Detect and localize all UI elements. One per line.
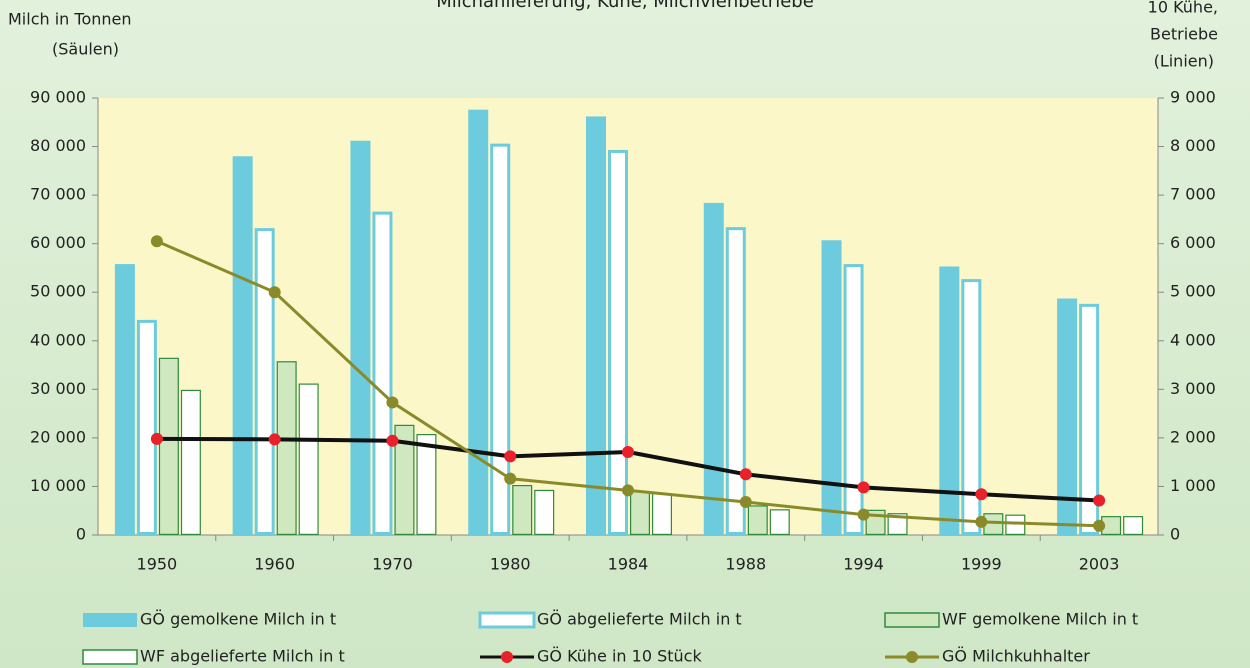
x-tick-label: 1980: [490, 555, 531, 574]
marker: [504, 450, 517, 463]
y2-tick-label: 3 000: [1170, 379, 1216, 398]
marker: [268, 433, 281, 446]
bar: [608, 149, 628, 535]
marker: [975, 488, 988, 501]
y-tick-label: 50 000: [30, 282, 86, 301]
marker: [622, 445, 634, 458]
bar: [939, 266, 960, 535]
legend-label: GÖ Kühe in 10 Stück: [537, 647, 702, 666]
y-axis-label: (Säulen): [52, 40, 119, 59]
bar: [887, 513, 908, 535]
y2-tick-label: 7 000: [1170, 185, 1216, 204]
bar: [1123, 516, 1144, 535]
legend-swatch: [478, 611, 536, 629]
bar: [1005, 514, 1026, 535]
marker: [386, 396, 399, 409]
y2-axis-label: Betriebe: [1150, 25, 1218, 44]
marker: [386, 434, 399, 447]
marker: [1093, 519, 1106, 532]
x-tick-label: 1970: [372, 555, 413, 574]
y2-tick-label: 4 000: [1170, 330, 1216, 349]
bar: [586, 116, 606, 535]
legend-swatch: [82, 649, 138, 665]
x-tick-label: 1950: [137, 555, 178, 574]
bar: [394, 424, 415, 535]
bar: [1057, 298, 1078, 535]
bar: [769, 509, 790, 536]
bar: [629, 491, 650, 535]
y2-axis-label: (Linien): [1154, 52, 1214, 71]
y-tick-label: 0: [76, 525, 86, 544]
marker: [504, 472, 517, 485]
x-tick-label: 1960: [254, 555, 295, 574]
legend-label: GÖ Milchkuhhalter: [942, 647, 1090, 666]
legend-swatch: [906, 651, 918, 663]
legend-label: WF gemolkene Milch in t: [942, 610, 1138, 629]
y2-tick-label: 6 000: [1170, 233, 1216, 252]
legend-swatch: [83, 613, 137, 627]
marker: [739, 468, 752, 481]
bar: [490, 143, 511, 536]
y-tick-label: 40 000: [30, 330, 86, 349]
y2-tick-label: 2 000: [1170, 427, 1216, 446]
bar: [651, 493, 672, 536]
bar: [821, 240, 842, 536]
marker: [268, 286, 281, 299]
marker: [150, 235, 163, 248]
bar: [843, 264, 864, 535]
y-tick-label: 10 000: [30, 476, 86, 495]
bar: [276, 361, 297, 536]
bar: [534, 489, 555, 535]
y-axis-label: Milch in Tonnen: [8, 10, 132, 29]
bar: [180, 389, 201, 535]
y2-tick-label: 9 000: [1170, 88, 1216, 107]
x-tick-label: 2003: [1079, 555, 1120, 574]
legend-label: GÖ abgelieferte Milch in t: [537, 610, 742, 629]
bar: [350, 140, 371, 535]
marker: [739, 495, 752, 508]
y-tick-label: 70 000: [30, 185, 86, 204]
x-tick-label: 1988: [725, 555, 766, 574]
bar: [747, 505, 768, 535]
bar: [136, 319, 157, 535]
y2-axis-label: 10 Kühe,: [1148, 0, 1218, 17]
bar: [468, 109, 489, 536]
x-tick-label: 1984: [608, 555, 649, 574]
bar: [416, 434, 437, 535]
marker: [622, 484, 634, 497]
legend-swatch: [501, 651, 513, 663]
y-tick-label: 30 000: [30, 379, 86, 398]
marker: [150, 432, 163, 445]
bar: [114, 264, 135, 535]
y-tick-label: 20 000: [30, 427, 86, 446]
bar: [1079, 303, 1100, 535]
legend-label: WF abgelieferte Milch in t: [140, 647, 345, 666]
y2-tick-label: 5 000: [1170, 282, 1216, 301]
x-tick-label: 1994: [843, 555, 884, 574]
chart-title: Milchanlieferung, Kühe, Milchviehbetrieb…: [436, 0, 814, 12]
bar: [254, 228, 275, 536]
legend-label: GÖ gemolkene Milch in t: [140, 610, 336, 629]
bar: [725, 227, 746, 535]
y-tick-label: 80 000: [30, 136, 86, 155]
bar: [512, 484, 533, 535]
y2-tick-label: 8 000: [1170, 136, 1216, 155]
y2-tick-label: 0: [1170, 525, 1180, 544]
bar: [158, 357, 179, 535]
y2-tick-label: 1 000: [1170, 476, 1216, 495]
legend-swatch: [884, 612, 940, 628]
bar: [372, 211, 393, 535]
marker: [857, 481, 870, 494]
y-tick-label: 90 000: [30, 88, 86, 107]
marker: [1093, 494, 1106, 507]
marker: [857, 508, 870, 521]
bar: [232, 156, 253, 535]
bar: [961, 279, 982, 535]
y-tick-label: 60 000: [30, 233, 86, 252]
marker: [975, 515, 988, 528]
bar: [703, 202, 724, 535]
x-tick-label: 1999: [961, 555, 1002, 574]
bar: [298, 383, 319, 535]
